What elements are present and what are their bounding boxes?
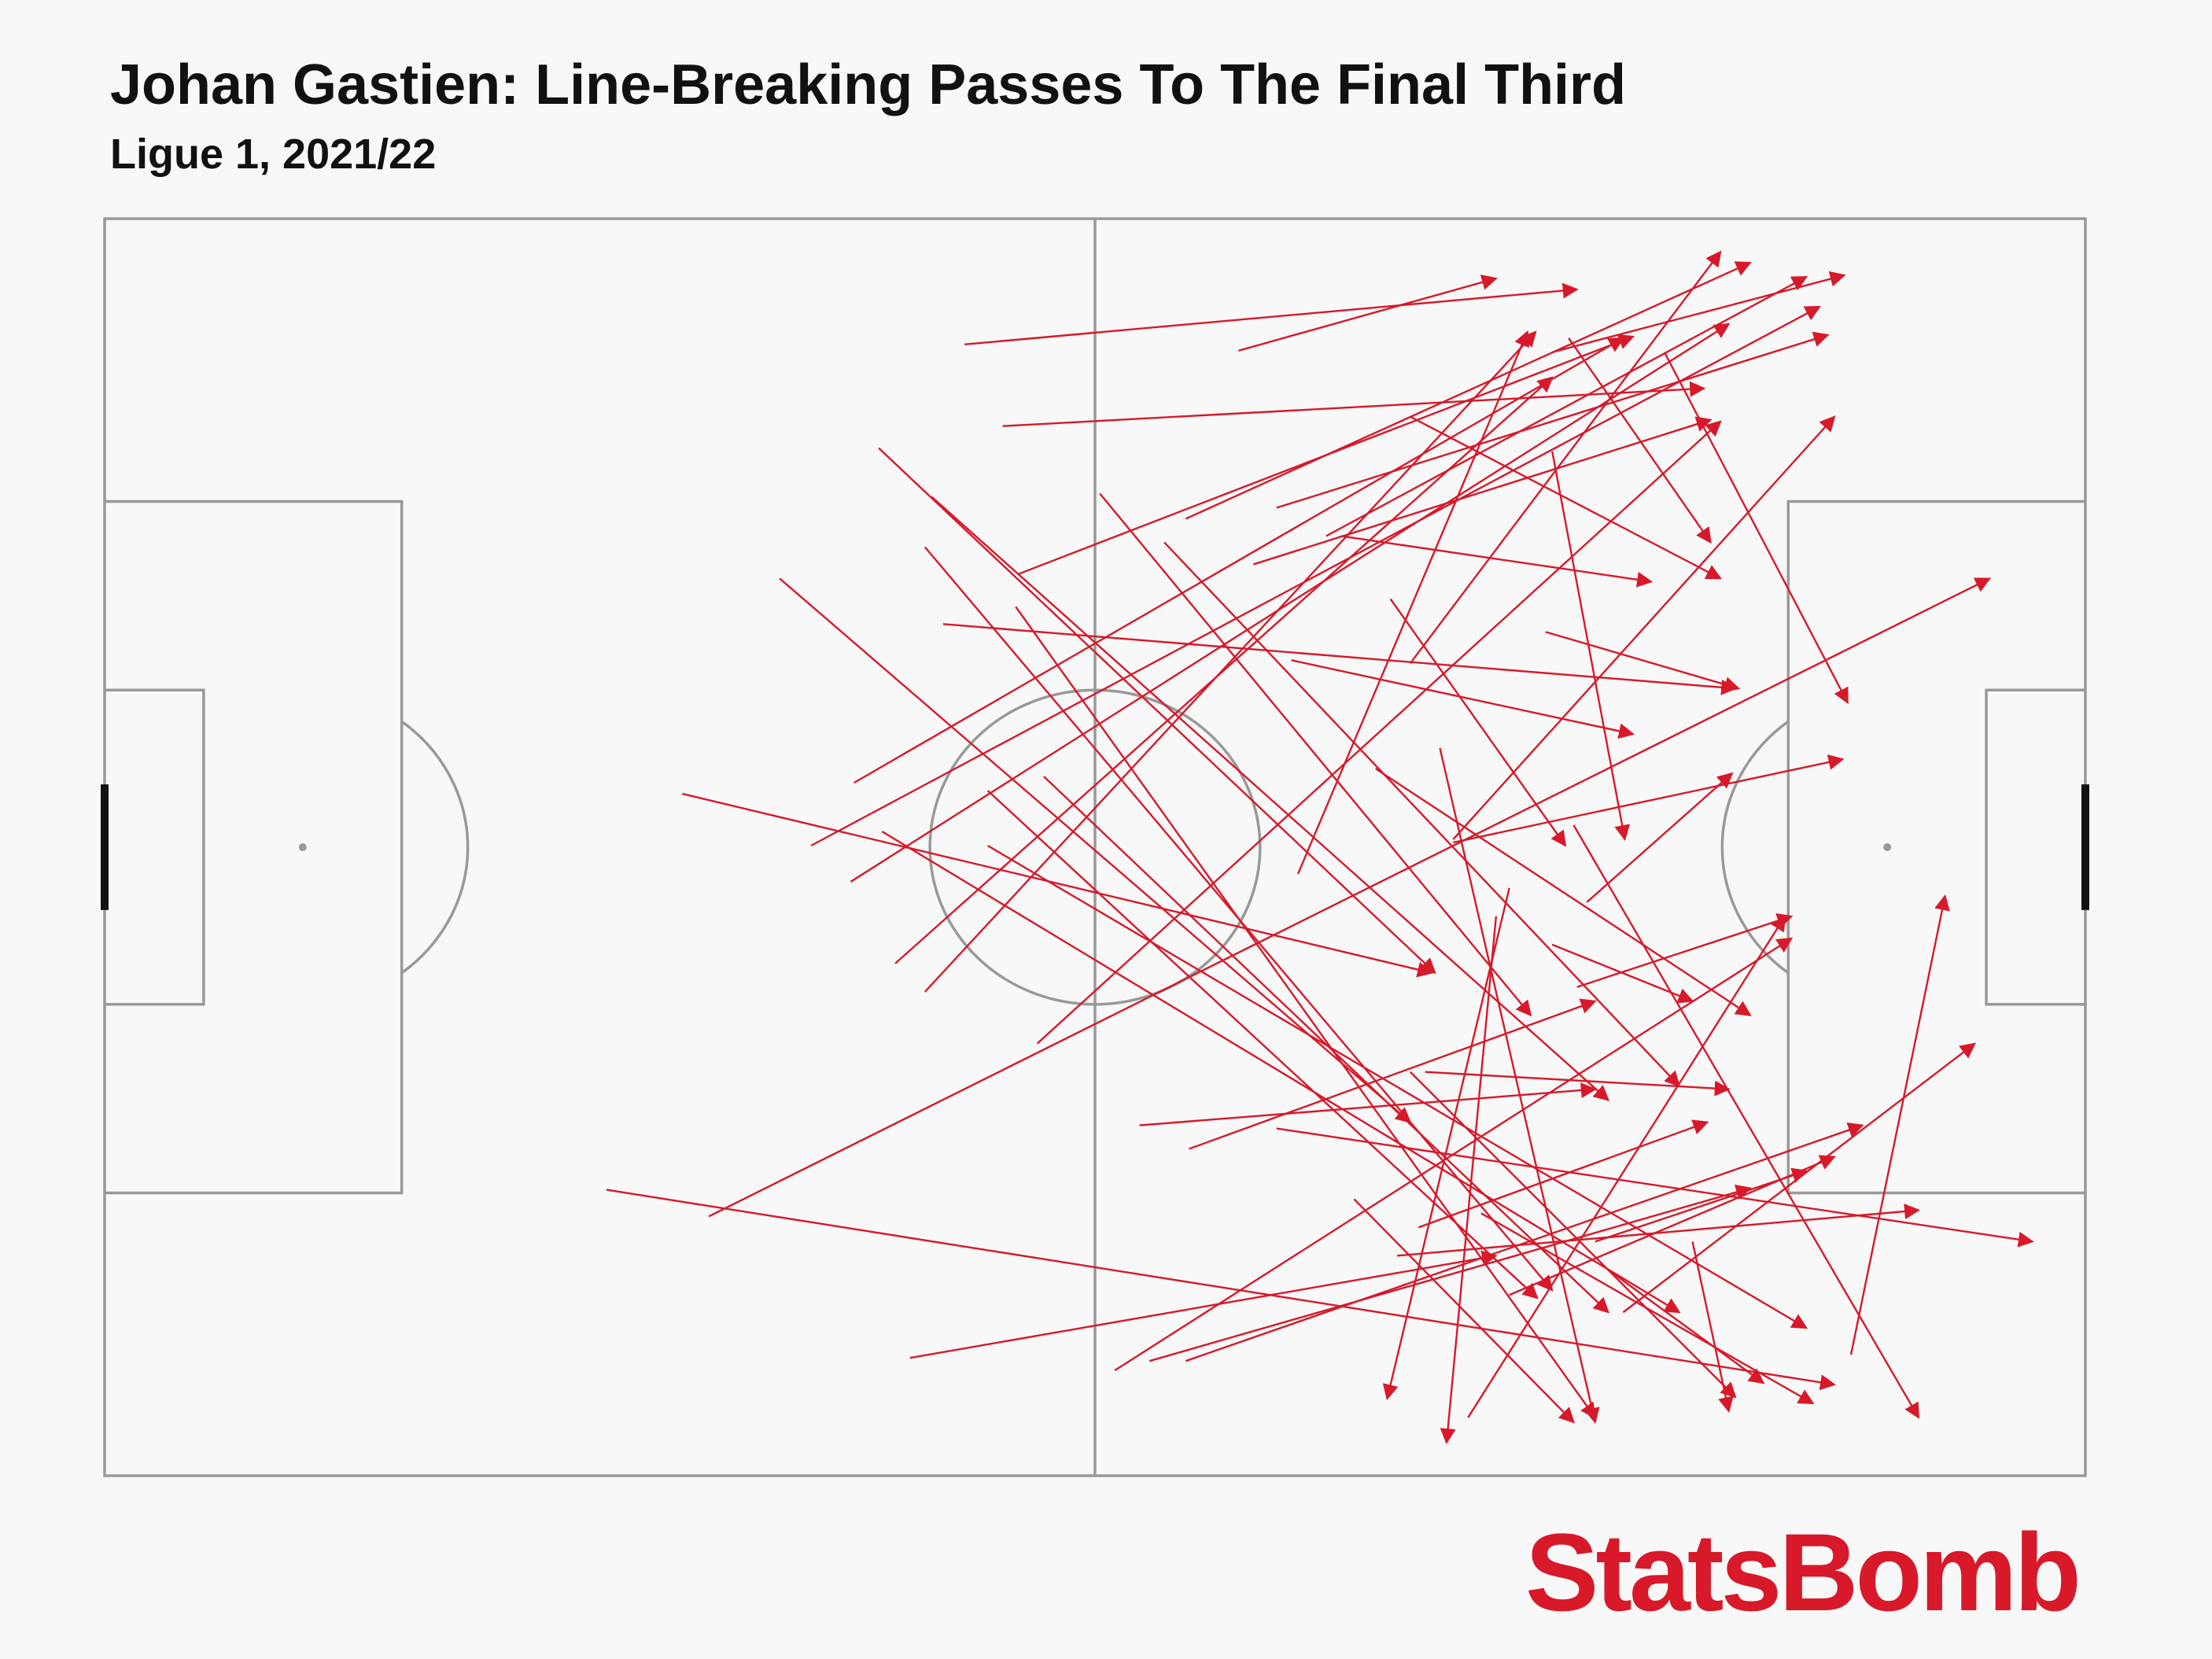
brand-logo: StatsBomb bbox=[1525, 1510, 2078, 1634]
pass-arrow bbox=[1572, 824, 1920, 1419]
pass-arrow bbox=[1163, 541, 1681, 1088]
pass-arrow bbox=[1467, 915, 1786, 1418]
pass-arrow bbox=[1586, 772, 1734, 903]
pass-arrow bbox=[931, 496, 1610, 1101]
pass-arrow bbox=[942, 623, 1738, 695]
penalty-arc bbox=[1720, 720, 1790, 975]
pass-arrow bbox=[1691, 1241, 1734, 1414]
pass-arrow bbox=[1568, 337, 1712, 544]
pass-arrow bbox=[878, 447, 1436, 975]
pass-arrow bbox=[909, 1250, 1498, 1359]
pass-arrow bbox=[1551, 943, 1694, 1004]
pass-arrow bbox=[1099, 492, 1532, 1017]
pass-arrow bbox=[1576, 913, 1794, 988]
chart-title: Johan Gastien: Line-Breaking Passes To T… bbox=[110, 53, 1626, 116]
pass-arrow bbox=[1418, 1119, 1709, 1229]
pass-arrow bbox=[1276, 331, 1830, 509]
pass-arrow bbox=[850, 323, 1731, 883]
pass-arrow bbox=[1015, 606, 1596, 1419]
pass-arrow bbox=[1139, 1082, 1597, 1126]
chart-subtitle: Ligue 1, 2021/22 bbox=[110, 131, 436, 178]
pass-arrow bbox=[986, 844, 1808, 1329]
pass-arrow bbox=[1375, 768, 1752, 1016]
pass-arrow bbox=[1410, 415, 1723, 580]
centre-circle bbox=[928, 688, 1262, 1006]
pass-arrow bbox=[1340, 535, 1653, 588]
pass-arrow bbox=[1325, 275, 1808, 537]
pass-arrow bbox=[779, 577, 1412, 1123]
pass-arrow bbox=[1439, 747, 1600, 1425]
pass-arrow bbox=[1849, 894, 1950, 1355]
pass-arrow bbox=[606, 1189, 1837, 1391]
pass-arrow bbox=[1425, 1071, 1731, 1097]
pass-arrow bbox=[1607, 1269, 1765, 1384]
pass-arrow bbox=[810, 305, 1821, 847]
pass-arrow bbox=[986, 790, 1539, 1300]
pass-arrow bbox=[1480, 1212, 1815, 1405]
pass-arrow bbox=[1253, 416, 1712, 566]
penalty-box-left bbox=[105, 500, 404, 1195]
pass-arrow bbox=[1396, 1204, 1921, 1257]
penalty-spot bbox=[298, 843, 307, 851]
pass-arrow bbox=[682, 792, 1434, 978]
pass-arrow bbox=[1551, 271, 1846, 353]
pass-arrow bbox=[1452, 415, 1836, 840]
pass-arrow bbox=[1189, 998, 1597, 1150]
pass-arrow bbox=[1296, 330, 1529, 875]
pass-arrow bbox=[1036, 420, 1722, 1045]
pass-arrow bbox=[1594, 1167, 1808, 1243]
pass-arrow bbox=[853, 337, 1625, 784]
pass-arrow bbox=[964, 282, 1579, 345]
pass-arrow bbox=[1291, 659, 1635, 739]
six-yard-box-right bbox=[1985, 688, 2085, 1006]
pass-arrow bbox=[1185, 1123, 1864, 1362]
pass-arrow bbox=[1148, 1184, 1752, 1362]
pass-arrow bbox=[924, 330, 1537, 993]
pass-arrow bbox=[1276, 1127, 2034, 1248]
pass-arrow bbox=[894, 376, 1554, 964]
pass-arrow bbox=[1409, 250, 1722, 665]
pass-arrow bbox=[1545, 631, 1741, 692]
pass-arrow bbox=[1453, 754, 1845, 844]
penalty-arc bbox=[400, 720, 470, 975]
pass-arrow bbox=[1238, 275, 1498, 352]
pass-arrow bbox=[1663, 352, 1849, 705]
pitch bbox=[103, 217, 2087, 1477]
pass-arrow bbox=[1185, 261, 1752, 520]
pass-arrow bbox=[1382, 887, 1510, 1401]
pass-arrow bbox=[1440, 916, 1498, 1445]
pass-arrow bbox=[1622, 1042, 1977, 1314]
pass-arrow bbox=[881, 830, 1681, 1314]
penalty-spot bbox=[1883, 843, 1892, 851]
penalty-box-right bbox=[1786, 500, 2085, 1195]
pass-arrow bbox=[1353, 1198, 1575, 1424]
six-yard-box-left bbox=[105, 688, 205, 1006]
pass-arrow bbox=[708, 577, 1992, 1218]
pass-arrow bbox=[1409, 1071, 1737, 1399]
